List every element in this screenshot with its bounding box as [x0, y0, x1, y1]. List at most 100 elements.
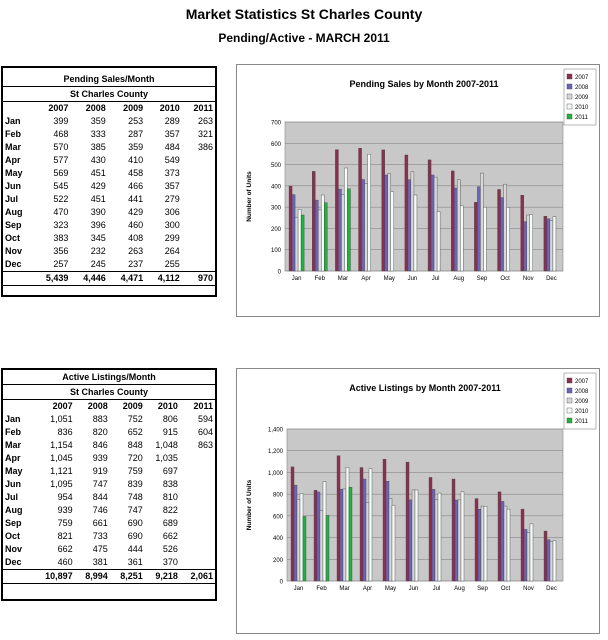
bar: [451, 478, 456, 582]
bar: [294, 216, 299, 272]
column-header: 2007: [48, 103, 69, 113]
active-listings-chart-svg: Active Listings by Month 2007-2011 0 200 40…: [246, 372, 597, 592]
bar: [436, 211, 441, 272]
bar: [364, 183, 368, 272]
total-cell: 4,471: [107, 271, 146, 286]
table-cell: 848: [127, 440, 143, 450]
bar: [454, 187, 458, 272]
month-label: Jan: [5, 116, 21, 126]
pending-sales-chart-svg: Pending Sales by Month 2007-2011 0 100 200 3…: [246, 68, 597, 282]
table-cell: 430: [90, 155, 106, 165]
total-cell: 970: [181, 271, 215, 286]
table-cell: 232: [90, 246, 106, 256]
bar: [529, 523, 534, 582]
x-tick-label: Nov: [523, 276, 534, 282]
bar: [546, 218, 551, 272]
table-cell: 299: [164, 233, 180, 243]
bar: [335, 149, 339, 272]
table-cell: 594: [197, 414, 213, 424]
table-cell: 939: [92, 453, 108, 463]
x-tick-label: Jun: [409, 586, 419, 592]
table-cell: 662: [57, 544, 73, 554]
bar: [404, 154, 409, 272]
table-cell: 747: [92, 479, 108, 489]
table-cell: [180, 465, 215, 478]
table-cell: 323: [53, 220, 69, 230]
column-header: 2007: [52, 401, 73, 411]
table-cell: 356: [53, 246, 69, 256]
bar: [520, 195, 524, 272]
table-cell: 689: [162, 518, 178, 528]
table-cell: 429: [128, 207, 144, 217]
table-row: Oct 383 345 408 299: [3, 232, 215, 245]
table-cell: 383: [53, 233, 69, 243]
table-cell: 836: [57, 427, 73, 437]
table-cell: [182, 258, 215, 272]
bar: [302, 516, 307, 582]
month-label: Jul: [5, 194, 19, 204]
x-tick-label: Apr: [363, 586, 372, 592]
bar: [362, 478, 367, 582]
x-tick-label: May: [384, 276, 395, 282]
bar: [385, 481, 390, 582]
x-tick-label: Jul: [432, 276, 440, 282]
bar: [549, 220, 554, 272]
table-cell: 460: [57, 557, 73, 567]
y-tick-label: 400: [273, 536, 284, 542]
bar: [315, 199, 319, 272]
bar: [359, 467, 364, 582]
legend-swatch: [566, 103, 573, 110]
x-tick-label: Dec: [546, 276, 557, 282]
column-header: 2009: [123, 103, 144, 113]
table-title: Pending Sales/Month: [3, 72, 215, 87]
total-cell: 4,112: [145, 271, 182, 286]
table-cell: 846: [92, 440, 108, 450]
bar: [358, 147, 362, 272]
bar: [387, 173, 391, 272]
month-label: Apr: [5, 453, 21, 463]
page-subtitle: Pending/Active - MARCH 2011: [218, 31, 390, 45]
x-tick-label: Aug: [453, 276, 464, 282]
table-cell: 690: [127, 531, 143, 541]
active-listings-chart: Active Listings by Month 2007-2011 0 200 40…: [236, 368, 600, 634]
table-cell: 526: [162, 544, 178, 554]
table-cell: 470: [53, 207, 69, 217]
table-cell: 390: [90, 207, 106, 217]
bar: [434, 499, 439, 582]
bar: [483, 505, 488, 582]
legend-swatch: [566, 397, 573, 404]
table-cell: [180, 543, 215, 556]
table-cell: 1,154: [50, 440, 73, 450]
bar: [318, 209, 322, 272]
bar: [454, 499, 459, 582]
bar: [313, 490, 318, 582]
chart-title: Active Listings by Month 2007-2011: [349, 383, 501, 393]
bar: [460, 205, 464, 272]
bar: [342, 488, 347, 582]
bar: [300, 214, 305, 272]
bar: [480, 505, 485, 582]
bar: [341, 194, 345, 272]
table-row: Mar 570 385 359 484 386: [3, 141, 215, 154]
table-cell: [182, 193, 215, 206]
totals-row: 5,439 4,446 4,471 4,112 970: [3, 271, 215, 286]
table-cell: 746: [92, 505, 108, 515]
table-row: Jul 954 844 748 810: [3, 491, 215, 504]
x-tick-label: Apr: [361, 276, 370, 282]
table-cell: 429: [90, 181, 106, 191]
table-cell: 748: [127, 492, 143, 502]
y-tick-label: 1,200: [268, 449, 284, 455]
table-cell: 1,095: [50, 479, 73, 489]
bar: [381, 149, 385, 272]
table-cell: 408: [128, 233, 144, 243]
bar: [497, 189, 501, 272]
month-label: Nov: [5, 544, 23, 554]
month-label: Dec: [5, 557, 22, 567]
table-cell: 662: [162, 531, 178, 541]
month-label: May: [5, 168, 23, 178]
table-row: Sep 323 396 460 300: [3, 219, 215, 232]
table-row: Sep 759 661 690 689: [3, 517, 215, 530]
bar: [437, 492, 442, 582]
bar: [382, 459, 387, 582]
table-cell: 522: [53, 194, 69, 204]
